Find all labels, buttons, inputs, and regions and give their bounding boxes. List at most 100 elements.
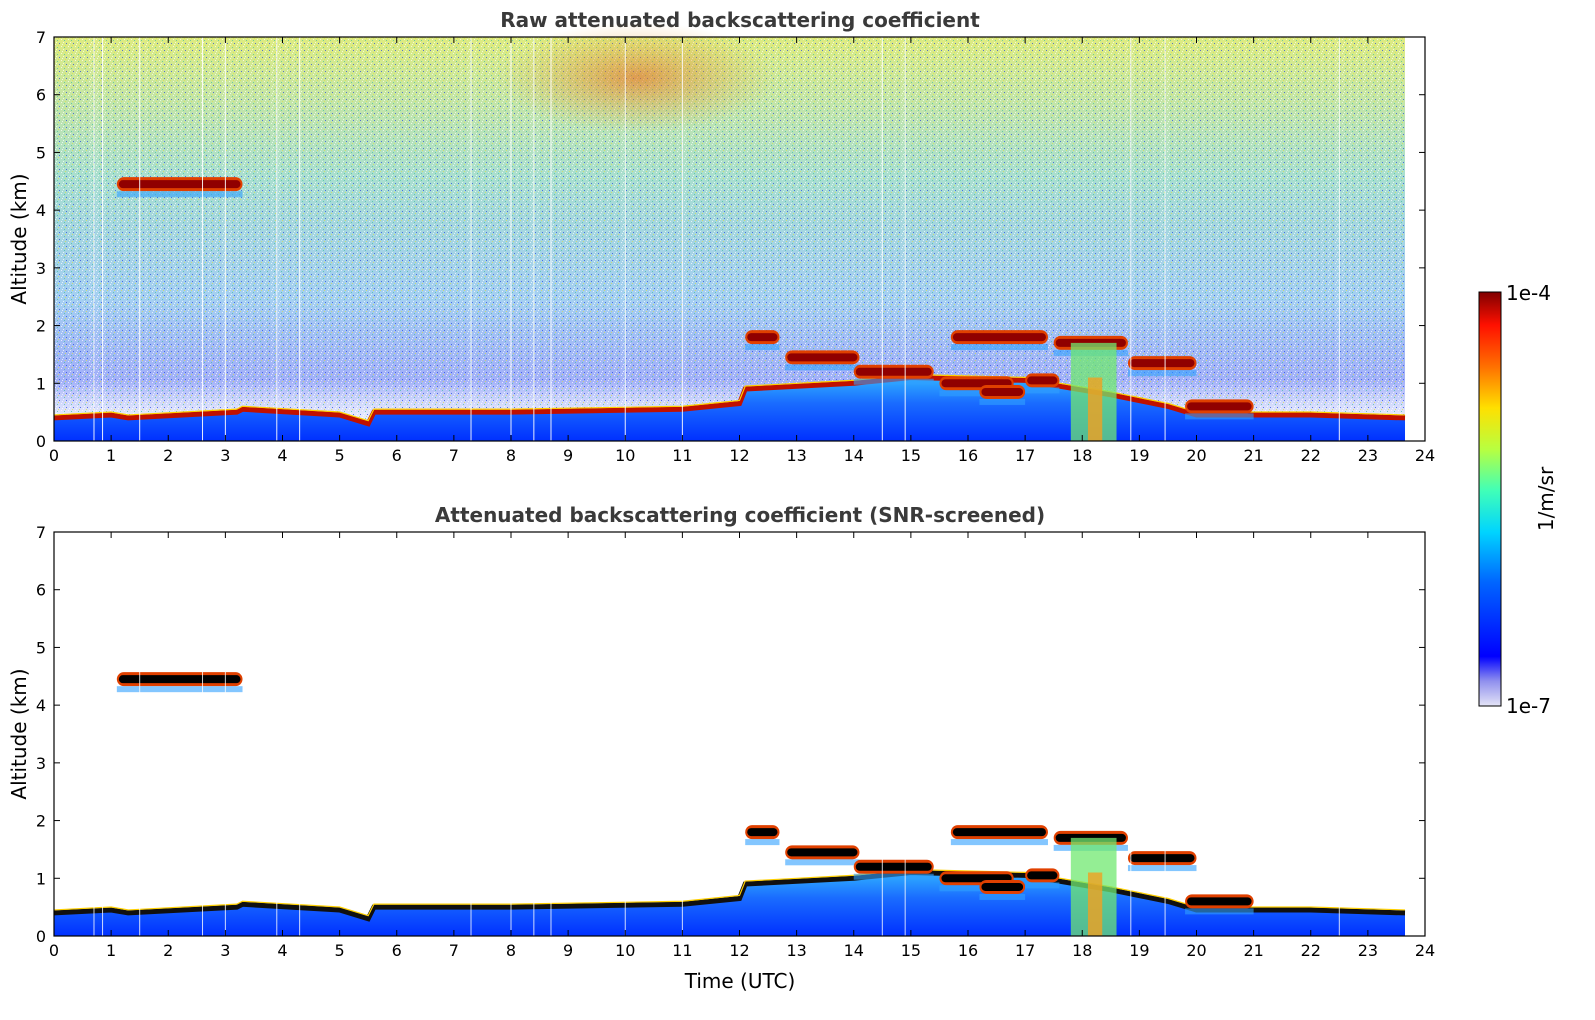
cloud-layer-core-0	[118, 675, 241, 684]
x-tick-label: 9	[563, 941, 573, 960]
y-tick-label: 3	[36, 259, 46, 278]
x-tick-label: 0	[49, 446, 59, 465]
cloud-layer-core-5	[981, 882, 1024, 891]
cloud-layer-core-1	[747, 828, 778, 837]
x-tick-label: 15	[901, 446, 921, 465]
cloud-layer-base-5	[979, 398, 1026, 405]
x-tick-label: 7	[449, 941, 459, 960]
cloud-layer-base-0	[116, 191, 243, 198]
colorbar-min-label: 1e-7	[1506, 694, 1551, 718]
x-tick-label: 4	[277, 941, 287, 960]
cloud-layer-base-10	[1185, 908, 1254, 915]
cloud-layer-base-6	[1025, 387, 1060, 394]
x-tick-label: 5	[335, 941, 345, 960]
panel1-y-axis-label: Altitude (km)	[7, 173, 31, 304]
boundary-layer-top-edge	[53, 868, 1406, 917]
precip-core	[1087, 377, 1103, 441]
boundary-layer-top	[53, 375, 1406, 427]
x-tick-label: 18	[1072, 446, 1092, 465]
x-tick-label: 12	[729, 941, 749, 960]
cloud-layer-base-3	[853, 873, 934, 880]
x-tick-label: 6	[392, 446, 402, 465]
panel2-y-ticks: 0 1 2 3 4 5 6 7	[36, 523, 1425, 946]
panel2-plot-area	[54, 532, 1425, 936]
cloud-layer-core-2	[787, 848, 858, 857]
x-tick-label: 8	[506, 941, 516, 960]
cloud-layer-base-4	[939, 885, 1014, 892]
x-tick-label: 19	[1129, 941, 1149, 960]
x-tick-label: 3	[220, 941, 230, 960]
x-tick-label: 20	[1186, 941, 1206, 960]
x-tick-label: 21	[1243, 446, 1263, 465]
cloud-layer-base-8	[1127, 370, 1197, 377]
y-tick-label: 1	[36, 374, 46, 393]
x-tick-label: 6	[392, 941, 402, 960]
upper-signal-hotspot	[496, 22, 777, 133]
x-tick-label: 22	[1301, 941, 1321, 960]
x-axis-label: Time (UTC)	[684, 969, 796, 993]
x-tick-label: 15	[901, 941, 921, 960]
x-tick-label: 12	[729, 446, 749, 465]
y-tick-label: 5	[36, 638, 46, 657]
panel1-x-ticks: 0 1 2 3 4 5 6 7 8 9 10 11 12 13 14 15 16 17 18 19 20 21 22 23 24	[49, 37, 1435, 465]
cloud-layer-base-8	[1127, 865, 1197, 872]
x-tick-label: 2	[163, 446, 173, 465]
x-tick-label: 0	[49, 941, 59, 960]
x-tick-label: 13	[786, 446, 806, 465]
y-tick-label: 0	[36, 927, 46, 946]
x-tick-label: 3	[220, 446, 230, 465]
x-tick-label: 10	[615, 941, 635, 960]
panel2-y-axis-label: Altitude (km)	[7, 668, 31, 799]
x-tick-label: 2	[163, 941, 173, 960]
x-tick-label: 21	[1243, 941, 1263, 960]
cloud-layer-base-1	[745, 344, 780, 351]
cloud-layer-base-3	[853, 378, 934, 385]
raw-backscatter-panel: Raw attenuated backscattering coefficien…	[7, 8, 1435, 465]
x-tick-label: 7	[449, 446, 459, 465]
cloud-layer-core-8	[1129, 359, 1195, 368]
y-tick-label: 1	[36, 869, 46, 888]
y-tick-label: 2	[36, 812, 46, 831]
y-tick-label: 6	[36, 581, 46, 600]
cloud-layer-base-10	[1185, 413, 1254, 420]
y-tick-label: 2	[36, 317, 46, 336]
panel2-heatmap	[53, 532, 1406, 936]
x-tick-label: 10	[615, 446, 635, 465]
x-tick-label: 19	[1129, 446, 1149, 465]
x-tick-label: 1	[106, 941, 116, 960]
boundary-layer	[54, 377, 1406, 441]
cloud-layer-base-9	[950, 839, 1048, 846]
x-tick-label: 22	[1301, 446, 1321, 465]
cloud-layer-core-2	[787, 353, 858, 362]
x-tick-label: 1	[106, 446, 116, 465]
colorbar-unit-label: 1/m/sr	[1534, 466, 1558, 531]
x-tick-label: 18	[1072, 941, 1092, 960]
cloud-layer-base-2	[785, 859, 860, 866]
x-tick-label: 4	[277, 446, 287, 465]
cloud-layer-core-8	[1129, 854, 1195, 863]
x-tick-label: 23	[1358, 941, 1378, 960]
cloud-layer-base-0	[116, 686, 243, 693]
colorbar-max-label: 1e-4	[1506, 281, 1551, 305]
cloud-layer-core-5	[981, 387, 1024, 396]
y-tick-label: 4	[36, 201, 46, 220]
boundary-layer-top-edge	[53, 373, 1406, 422]
x-tick-label: 24	[1415, 446, 1435, 465]
x-tick-label: 11	[672, 941, 692, 960]
x-tick-label: 16	[958, 941, 978, 960]
cloud-layer-core-3	[855, 367, 932, 376]
cloud-layer-core-3	[855, 862, 932, 871]
cloud-layer-core-10	[1187, 402, 1252, 411]
colorbar-gradient	[1478, 291, 1502, 707]
y-tick-label: 4	[36, 696, 46, 715]
cloud-layer-core-6	[1027, 376, 1058, 385]
panel1-heatmap	[53, 22, 1406, 441]
y-tick-label: 3	[36, 754, 46, 773]
x-tick-label: 11	[672, 446, 692, 465]
boundary-layer-top	[53, 870, 1406, 922]
panel1-y-ticks: 0 1 2 3 4 5 6 7	[36, 28, 1425, 451]
x-tick-label: 24	[1415, 941, 1435, 960]
cloud-layer-base-5	[979, 893, 1026, 900]
cloud-layer-core-1	[747, 333, 778, 342]
